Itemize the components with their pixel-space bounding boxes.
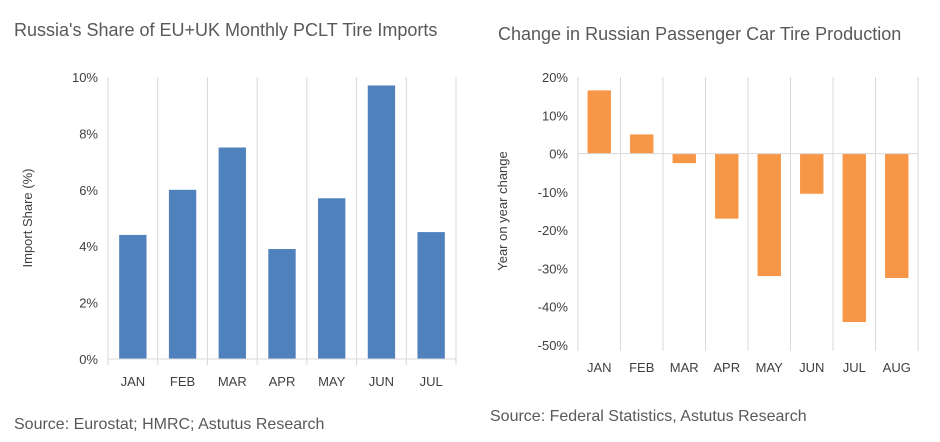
chart1-bar — [168, 189, 197, 359]
chart1-ylabel: Import Share (%) — [20, 169, 35, 268]
chart2-xtick-label: MAR — [670, 360, 699, 375]
chart1-bar — [119, 234, 147, 359]
chart2-xtick-label: APR — [713, 360, 740, 375]
chart1-ytick-label: 6% — [79, 183, 98, 198]
chart2-xtick-label: JAN — [587, 360, 612, 375]
chart1-ytick-label: 10% — [72, 70, 98, 85]
chart1-xtick-label: JUL — [420, 374, 443, 389]
chart1-xtick-label: MAR — [218, 374, 247, 389]
chart1-xtick-label: APR — [269, 374, 296, 389]
chart2-bar — [630, 134, 654, 154]
chart2-bar — [757, 153, 781, 277]
chart2-ytick-label: 10% — [542, 108, 568, 123]
chart2-ytick-label: 0% — [549, 147, 568, 162]
chart1-xtick-label: JAN — [121, 374, 146, 389]
chart1-ytick-label: 2% — [79, 296, 98, 311]
chart2-bar — [672, 153, 696, 164]
chart1-source: Source: Eurostat; HMRC; Astutus Research — [14, 416, 325, 433]
chart2-ytick-label: 20% — [542, 70, 568, 85]
chart2-xtick-label: JUL — [843, 360, 866, 375]
chart2-xtick-label: FEB — [629, 360, 654, 375]
chart2-ytick-label: -40% — [538, 300, 569, 315]
chart2-bar — [800, 153, 824, 194]
chart2-xtick-label: AUG — [883, 360, 911, 375]
chart2-bar — [715, 153, 739, 219]
chart2-xtick-label: JUN — [799, 360, 824, 375]
chart1-ytick-label: 8% — [79, 126, 98, 141]
chart1-xtick-label: JUN — [369, 374, 394, 389]
chart1-ytick-label: 0% — [79, 352, 98, 367]
chart1-bar — [367, 85, 396, 360]
chart1-xtick-label: FEB — [170, 374, 195, 389]
chart2-ytick-label: -10% — [538, 185, 569, 200]
chart1-bar — [417, 232, 445, 359]
chart2-title: Change in Russian Passenger Car Tire Pro… — [498, 24, 902, 44]
chart1-title: Russia's Share of EU+UK Monthly PCLT Tir… — [14, 20, 438, 40]
chart1-bar — [268, 249, 296, 359]
chart2-xtick-label: MAY — [756, 360, 784, 375]
chart1-xtick-label: MAY — [318, 374, 346, 389]
chart2-ytick-label: -50% — [538, 338, 569, 353]
chart2-ytick-label: -30% — [538, 261, 569, 276]
chart2-bar — [842, 153, 866, 323]
chart1-ytick-label: 4% — [79, 239, 98, 254]
chart1-bar — [218, 147, 246, 359]
chart2-source: Source: Federal Statistics, Astutus Rese… — [490, 408, 807, 425]
chart2-ytick-label: -20% — [538, 223, 569, 238]
chart1-bar — [318, 198, 346, 359]
chart2-bar — [587, 90, 611, 154]
chart2-bar — [885, 153, 909, 278]
chart2-ylabel: Year on year change — [495, 151, 510, 271]
